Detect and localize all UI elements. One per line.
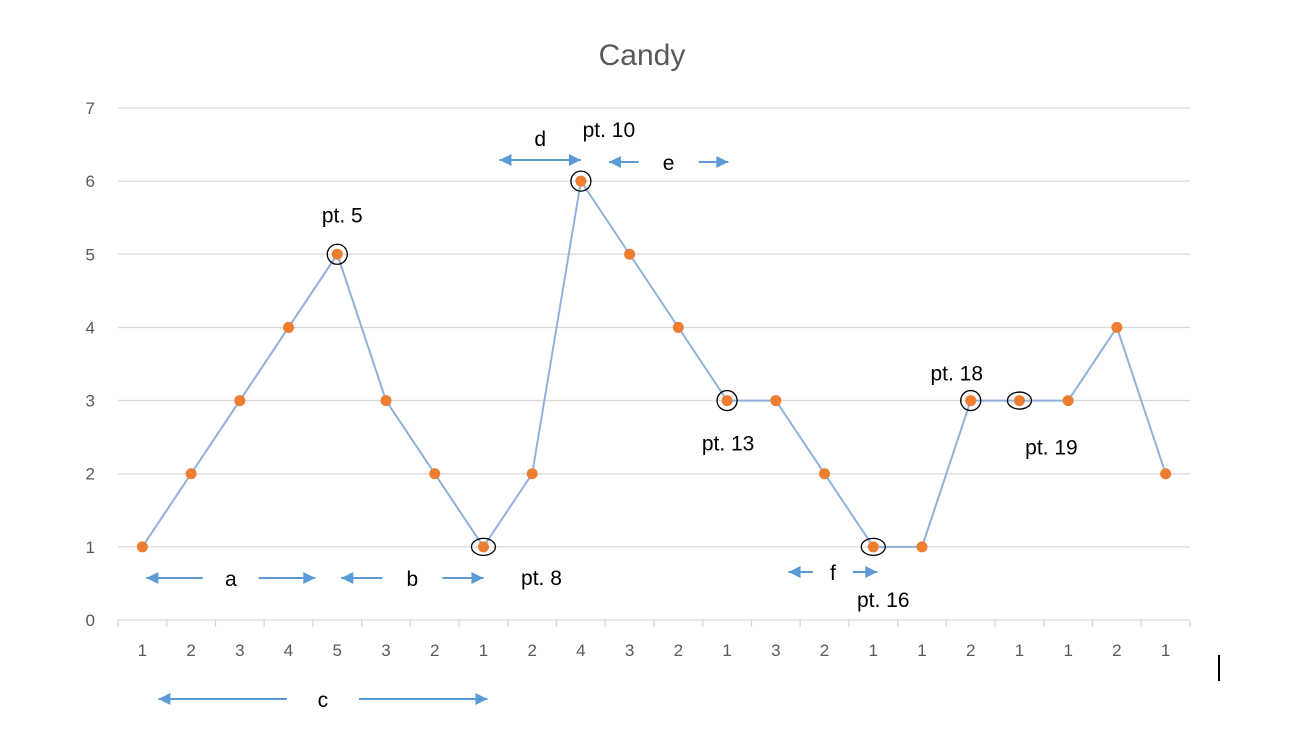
- arrow-head: [341, 572, 354, 584]
- arrow-head: [716, 156, 729, 168]
- x-tick-label: 2: [674, 641, 683, 660]
- data-point: [624, 248, 636, 260]
- highlight-ring: [470, 537, 497, 557]
- highlight-ring: [570, 170, 592, 192]
- x-tick-label: 2: [430, 641, 439, 660]
- x-tick-label: 1: [1015, 641, 1024, 660]
- x-tick-label: 1: [869, 641, 878, 660]
- point-annotation: pt. 8: [521, 567, 562, 590]
- data-point: [575, 175, 587, 187]
- data-point: [526, 468, 538, 480]
- data-point: [477, 541, 489, 553]
- arrow-head: [146, 572, 159, 584]
- arrow-head: [475, 693, 488, 705]
- x-tick-label: 1: [917, 641, 926, 660]
- series-line: [141, 178, 1167, 549]
- arrow-head: [158, 693, 171, 705]
- data-point: [1013, 395, 1025, 407]
- data-point: [770, 395, 782, 407]
- gridlines: [118, 107, 1190, 548]
- data-point: [965, 395, 977, 407]
- data-point: [136, 541, 148, 553]
- point-annotation: pt. 16: [857, 589, 910, 612]
- data-point: [867, 541, 879, 553]
- data-point: [916, 541, 928, 553]
- x-tick-label: 3: [771, 641, 780, 660]
- data-point: [1062, 395, 1074, 407]
- x-tick-label: 2: [1112, 641, 1121, 660]
- span-label: e: [663, 152, 675, 175]
- x-tick-label: 1: [1063, 641, 1072, 660]
- span-label: a: [225, 568, 237, 591]
- x-tick-labels: 1 2 3 4 5 3 2 1 2 4 3 2 1 3 2 1 1 2 1 1 2 1: [138, 641, 1171, 660]
- arrow-head: [471, 572, 484, 584]
- data-point: [1160, 468, 1172, 480]
- x-tick-label: 1: [138, 641, 147, 660]
- highlight-ring: [1006, 391, 1033, 410]
- span-label: d: [534, 128, 546, 151]
- x-tick-label: 1: [1161, 641, 1170, 660]
- y-tick-label: 1: [86, 538, 95, 557]
- y-tick-label: 5: [86, 245, 95, 264]
- data-point: [185, 468, 197, 480]
- x-tick-label: 2: [820, 641, 829, 660]
- point-annotation: pt. 5: [322, 204, 363, 227]
- highlight-ring: [860, 537, 886, 557]
- x-tick-label: 2: [966, 641, 975, 660]
- data-point: [819, 468, 831, 480]
- y-tick-label: 7: [86, 99, 95, 118]
- data-point: [380, 395, 392, 407]
- x-tick-label: 5: [333, 641, 342, 660]
- highlight-ring: [960, 389, 982, 412]
- arrow-head: [303, 572, 316, 584]
- series-line-group: [136, 175, 1172, 553]
- point-annotation: pt. 18: [930, 363, 983, 386]
- x-tick-label: 4: [284, 641, 293, 660]
- point-annotation: pt. 13: [702, 433, 755, 456]
- x-tick-label: 3: [625, 641, 634, 660]
- data-point: [234, 395, 246, 407]
- chart-title: Candy: [599, 39, 686, 72]
- y-tick-label: 4: [86, 318, 95, 337]
- arrow-head: [788, 566, 801, 578]
- arrow-head: [865, 566, 878, 578]
- arrow-head: [568, 154, 581, 166]
- x-tick-label: 4: [576, 641, 585, 660]
- y-tick-label: 0: [86, 611, 95, 630]
- arrow-head: [499, 154, 512, 166]
- data-point: [283, 321, 295, 333]
- y-tick-labels: 0 1 2 3 4 5 6 7: [86, 99, 95, 630]
- x-tick-label: 3: [235, 641, 244, 660]
- data-point: [672, 321, 684, 333]
- arrow-head: [608, 156, 621, 168]
- y-tick-label: 2: [86, 465, 95, 484]
- x-tick-label: 3: [381, 641, 390, 660]
- highlight-ring: [326, 243, 348, 265]
- point-annotation: pt. 19: [1025, 437, 1078, 460]
- data-point: [331, 248, 343, 260]
- span-label: b: [407, 568, 419, 591]
- point-annotation: pt. 10: [583, 119, 636, 142]
- x-axis: [117, 619, 1191, 627]
- y-tick-label: 3: [86, 392, 95, 411]
- x-tick-label: 1: [479, 641, 488, 660]
- annotations: pt. 5 pt. 8 pt. 10 pt. 13 pt. 16 pt. 18 pt. 19…: [146, 119, 1078, 712]
- data-point: [721, 395, 733, 407]
- data-point: [1111, 321, 1123, 333]
- highlight-ring: [716, 389, 738, 412]
- span-label: c: [318, 689, 329, 712]
- data-point: [429, 468, 441, 480]
- span-label: f: [830, 562, 836, 585]
- y-tick-label: 6: [86, 172, 95, 191]
- x-tick-label: 2: [186, 641, 195, 660]
- x-tick-label: 2: [527, 641, 536, 660]
- x-tick-label: 1: [722, 641, 731, 660]
